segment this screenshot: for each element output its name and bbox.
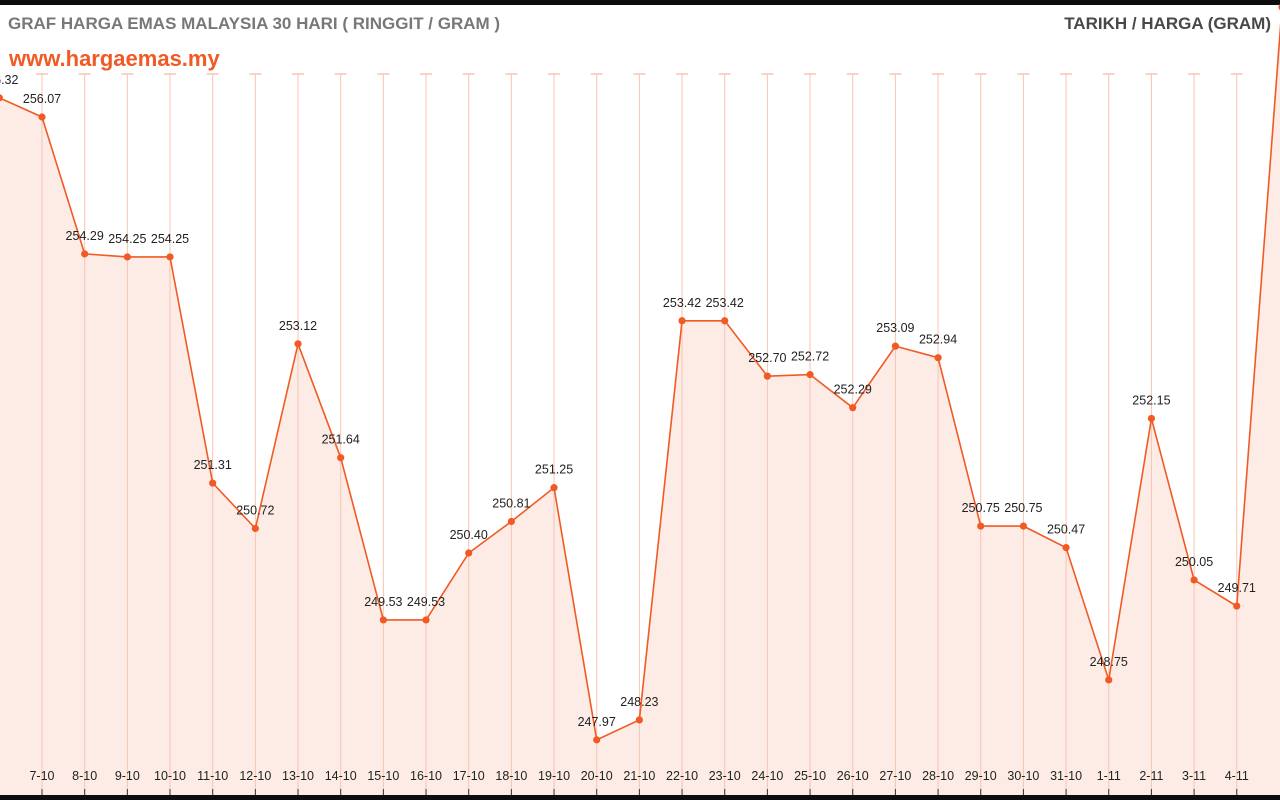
x-tick-label: 27-10 (879, 769, 911, 783)
x-tick-label: 1-11 (1097, 769, 1121, 783)
data-label: 250.75 (1004, 501, 1042, 515)
data-point (294, 340, 302, 348)
data-point (1105, 676, 1113, 684)
data-label: 250.05 (1175, 555, 1213, 569)
data-label: 254.25 (151, 232, 189, 246)
data-point (337, 454, 345, 462)
data-label: 250.72 (236, 503, 274, 517)
data-label: 248.23 (620, 695, 658, 709)
data-point (678, 317, 686, 325)
data-label: 250.75 (962, 501, 1000, 515)
data-label: 250.47 (1047, 523, 1085, 537)
data-point (1147, 414, 1156, 423)
data-point (763, 372, 771, 380)
x-tick-label: 8-10 (72, 769, 97, 783)
x-tick-label: 20-10 (581, 769, 613, 783)
data-point (1019, 522, 1028, 530)
x-tick-label: 16-10 (410, 769, 442, 783)
data-point (209, 479, 217, 487)
data-point (465, 549, 473, 557)
x-tick-label: 29-10 (965, 769, 997, 783)
data-point (1062, 544, 1070, 552)
data-point (721, 317, 729, 325)
data-label: 251.64 (322, 433, 360, 447)
bottom-border (0, 795, 1280, 800)
data-label: 249.53 (364, 595, 402, 609)
x-tick-label: 7-10 (29, 769, 54, 783)
data-point (934, 354, 942, 362)
data-point (251, 524, 259, 533)
data-point (635, 716, 643, 724)
data-point (81, 250, 89, 258)
data-label: 254.29 (66, 229, 104, 243)
top-border (0, 0, 1280, 5)
data-point (806, 371, 814, 379)
data-point (891, 342, 900, 350)
x-tick-label: 25-10 (794, 769, 826, 783)
data-label: 252.70 (748, 351, 786, 365)
x-tick-label: 19-10 (538, 769, 570, 783)
x-tick-label: 15-10 (367, 769, 399, 783)
x-tick-label: 9-10 (115, 769, 140, 783)
data-label: 251.31 (194, 458, 232, 472)
x-tick-label: 4-11 (1225, 769, 1249, 783)
x-tick-label: 28-10 (922, 769, 954, 783)
x-tick-label: 18-10 (495, 769, 527, 783)
data-point (1190, 576, 1198, 584)
x-tick-label: 12-10 (239, 769, 271, 783)
data-label: 249.53 (407, 595, 445, 609)
data-label: 253.42 (706, 296, 744, 310)
data-point (422, 616, 430, 624)
x-tick-label: 11-10 (197, 769, 228, 783)
data-point (1233, 602, 1241, 610)
data-label: 248.75 (1090, 655, 1128, 669)
data-point (507, 517, 515, 526)
data-label: 253.42 (663, 296, 701, 310)
data-point (0, 94, 3, 102)
x-tick-label: 2-11 (1139, 769, 1163, 783)
data-label: 253.12 (279, 319, 317, 333)
x-tick-label: 26-10 (837, 769, 869, 783)
x-tick-label: 30-10 (1007, 769, 1039, 783)
chart-title: GRAF HARGA EMAS MALAYSIA 30 HARI ( RINGG… (8, 14, 501, 33)
x-tick-label: 3-11 (1182, 769, 1206, 783)
data-point (38, 113, 46, 121)
data-point (977, 522, 985, 530)
x-tick-label: 14-10 (325, 769, 357, 783)
website-link[interactable]: www.hargaemas.my (9, 46, 220, 71)
data-point (849, 404, 857, 412)
x-tick-label: 31-10 (1050, 769, 1082, 783)
x-tick-label: 22-10 (666, 769, 698, 783)
x-tick-label: 21-10 (623, 769, 655, 783)
data-label: 252.72 (791, 350, 829, 364)
data-label: 250.81 (492, 496, 530, 510)
data-label: 253.09 (876, 321, 914, 335)
data-label: 256.32 (0, 73, 18, 87)
data-label: 249.71 (1218, 581, 1256, 595)
data-label: 252.29 (834, 383, 872, 397)
x-tick-label: 17-10 (453, 769, 485, 783)
x-tick-label: 24-10 (751, 769, 783, 783)
area-fill (0, 33, 1280, 795)
data-point (550, 484, 558, 492)
x-tick-label: 13-10 (282, 769, 314, 783)
data-label: 254.25 (108, 232, 146, 246)
data-point (123, 253, 131, 261)
data-label: 256.07 (23, 92, 61, 106)
data-point (166, 253, 174, 261)
axis-title: TARIKH / HARGA (GRAM) (1064, 14, 1271, 33)
data-label: 252.15 (1132, 393, 1170, 407)
x-tick-label: 23-10 (709, 769, 741, 783)
data-label: 252.94 (919, 333, 957, 347)
data-label: 250.40 (450, 528, 488, 542)
data-label: 251.25 (535, 463, 573, 477)
x-tick-label: 10-10 (154, 769, 186, 783)
data-point (379, 616, 387, 624)
data-label: 247.97 (578, 715, 616, 729)
data-point (593, 736, 601, 744)
